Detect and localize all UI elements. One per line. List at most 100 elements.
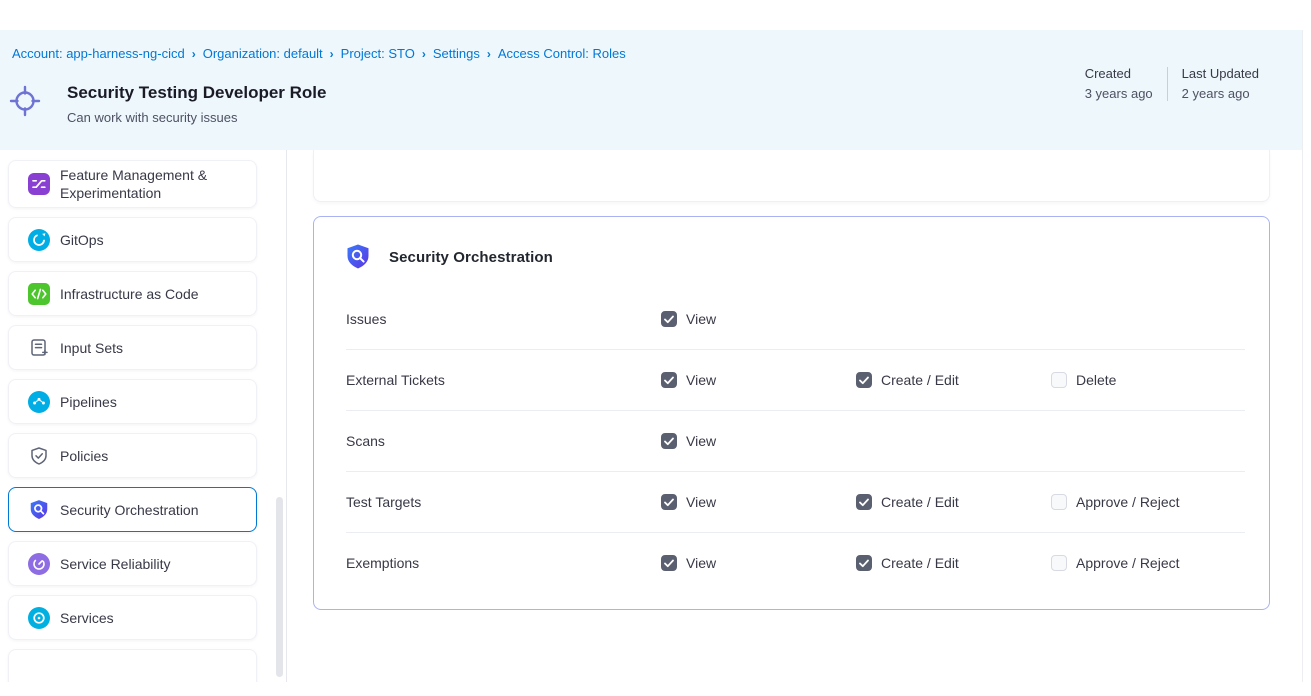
breadcrumb-item-project-sto[interactable]: Project: STO bbox=[340, 46, 415, 61]
row-divider bbox=[346, 471, 1245, 472]
breadcrumb-separator-icon: › bbox=[421, 47, 426, 61]
sidebar-item-label: Policies bbox=[60, 447, 109, 464]
permission-cell: Delete bbox=[1051, 372, 1245, 388]
infrastructure-as-code-icon bbox=[28, 282, 50, 305]
resource-label: Scans bbox=[346, 433, 385, 449]
permission-cell: View bbox=[661, 555, 856, 571]
permission-cell: Create / Edit bbox=[856, 555, 1051, 571]
checkbox-approve-reject[interactable] bbox=[1051, 494, 1067, 510]
main-content: Security Orchestration Issues View Externa… bbox=[313, 150, 1270, 610]
pipelines-icon bbox=[28, 390, 50, 413]
permissions-rows: Issues View External Tickets View Create / E… bbox=[314, 289, 1269, 593]
checkbox-create-edit[interactable] bbox=[856, 555, 872, 571]
row-divider bbox=[346, 532, 1245, 533]
sidebar-item-label: Security Orchestration bbox=[60, 501, 199, 518]
sidebar-item-policies[interactable]: Policies bbox=[8, 433, 257, 479]
card-partial-top bbox=[313, 150, 1270, 202]
sidebar-item-infrastructure-as-code[interactable]: Infrastructure as Code bbox=[8, 271, 257, 317]
breadcrumb-item-access-control-roles[interactable]: Access Control: Roles bbox=[497, 46, 626, 61]
created-value: 3 years ago bbox=[1084, 86, 1153, 101]
sidebar-item-security-orchestration[interactable]: Security Orchestration bbox=[8, 487, 257, 533]
service-reliability-icon bbox=[28, 552, 50, 575]
breadcrumb-item-settings[interactable]: Settings bbox=[432, 46, 480, 61]
permission-row-exemptions: Exemptions View Create / Edit Approve / Rej… bbox=[314, 533, 1269, 593]
permission-label: Create / Edit bbox=[881, 372, 959, 388]
created-label: Created bbox=[1084, 66, 1131, 81]
breadcrumb: Account: app-harness-ng-cicd › Organizatio… bbox=[12, 46, 626, 61]
sidebar-scrollbar[interactable] bbox=[276, 497, 283, 677]
checkbox-delete[interactable] bbox=[1051, 372, 1067, 388]
sidebar-item-label: GitOps bbox=[60, 231, 104, 248]
services-icon bbox=[28, 606, 50, 629]
meta-divider bbox=[1166, 67, 1168, 101]
permission-row-test-targets: Test Targets View Create / Edit Approve / R… bbox=[314, 472, 1269, 532]
sidebar-item-label: Feature Management & Experimentation bbox=[60, 167, 208, 202]
page-title: Security Testing Developer Role bbox=[67, 83, 327, 102]
permission-label: View bbox=[686, 311, 717, 327]
permission-label: View bbox=[686, 494, 717, 510]
permission-cell: View bbox=[661, 433, 856, 449]
permission-cell: View bbox=[661, 494, 856, 510]
last-updated-label: Last Updated bbox=[1181, 66, 1259, 81]
row-divider bbox=[346, 349, 1245, 350]
checkbox-create-edit[interactable] bbox=[856, 372, 872, 388]
target-crosshair-icon bbox=[8, 84, 42, 118]
resource-label: Exemptions bbox=[346, 555, 420, 571]
permission-cell: Create / Edit bbox=[856, 372, 1051, 388]
permission-cell: View bbox=[661, 311, 856, 327]
permission-label: Create / Edit bbox=[881, 494, 959, 510]
checkbox-view[interactable] bbox=[661, 311, 677, 327]
policies-icon bbox=[28, 445, 50, 467]
permission-label: View bbox=[686, 372, 717, 388]
sidebar-item-services[interactable]: Services bbox=[8, 595, 257, 641]
content-right-edge bbox=[1302, 30, 1303, 682]
permission-label: Approve / Reject bbox=[1076, 555, 1180, 571]
permission-cell: View bbox=[661, 372, 856, 388]
sidebar-item-label: Service Reliability bbox=[60, 555, 171, 572]
role-meta: Created 3 years ago Last Updated 2 years… bbox=[1085, 66, 1259, 102]
checkbox-view[interactable] bbox=[661, 372, 677, 388]
sidebar-item-pipelines[interactable]: Pipelines bbox=[8, 379, 257, 425]
sidebar-item-feature-management-experimentation[interactable]: Feature Management & Experimentation bbox=[8, 160, 257, 209]
permissions-section-header: Security Orchestration bbox=[314, 217, 1269, 271]
permission-cell: Approve / Reject bbox=[1051, 494, 1245, 510]
security-orchestration-shield-icon bbox=[344, 243, 372, 271]
row-divider bbox=[346, 410, 1245, 411]
permission-label: View bbox=[686, 555, 717, 571]
created-block: Created 3 years ago bbox=[1085, 66, 1153, 102]
checkbox-approve-reject[interactable] bbox=[1051, 555, 1067, 571]
last-updated-block: Last Updated 2 years ago bbox=[1182, 66, 1259, 102]
breadcrumb-item-account-app-harness-ng-cicd[interactable]: Account: app-harness-ng-cicd bbox=[12, 46, 185, 61]
checkbox-view[interactable] bbox=[661, 494, 677, 510]
resource-label: Issues bbox=[346, 311, 387, 327]
resource-label: Test Targets bbox=[346, 494, 422, 510]
sidebar-item-label: Infrastructure as Code bbox=[60, 285, 199, 302]
checkbox-view[interactable] bbox=[661, 433, 677, 449]
sidebar-item-gitops[interactable]: GitOps bbox=[8, 217, 257, 263]
security-orchestration-card: Security Orchestration Issues View Externa… bbox=[313, 216, 1270, 610]
checkbox-view[interactable] bbox=[661, 555, 677, 571]
resource-label: External Tickets bbox=[346, 372, 445, 388]
feature-management-icon bbox=[28, 173, 50, 196]
permission-label: Delete bbox=[1076, 372, 1117, 388]
gitops-icon bbox=[28, 228, 50, 251]
checkbox-create-edit[interactable] bbox=[856, 494, 872, 510]
sidebar-item-partial bbox=[8, 649, 257, 682]
breadcrumb-separator-icon: › bbox=[486, 47, 491, 61]
sidebar-item-label: Services bbox=[60, 609, 114, 626]
permission-label: Approve / Reject bbox=[1076, 494, 1180, 510]
sidebar-item-service-reliability[interactable]: Service Reliability bbox=[8, 541, 257, 587]
sidebar-item-label: Pipelines bbox=[60, 393, 117, 410]
permission-row-scans: Scans View bbox=[314, 411, 1269, 471]
permission-label: Create / Edit bbox=[881, 555, 959, 571]
permission-cell: Approve / Reject bbox=[1051, 555, 1245, 571]
last-updated-value: 2 years ago bbox=[1181, 86, 1250, 101]
role-header: Security Testing Developer Role Can work… bbox=[8, 82, 326, 126]
resource-sidebar: Feature Management & Experimentation GitO… bbox=[0, 150, 287, 682]
security-orchestration-icon bbox=[28, 499, 50, 521]
page-header: Account: app-harness-ng-cicd › Organizatio… bbox=[0, 30, 1302, 150]
breadcrumb-item-organization-default[interactable]: Organization: default bbox=[202, 46, 323, 61]
breadcrumb-separator-icon: › bbox=[329, 47, 334, 61]
input-sets-icon bbox=[28, 337, 50, 359]
sidebar-item-input-sets[interactable]: Input Sets bbox=[8, 325, 257, 371]
